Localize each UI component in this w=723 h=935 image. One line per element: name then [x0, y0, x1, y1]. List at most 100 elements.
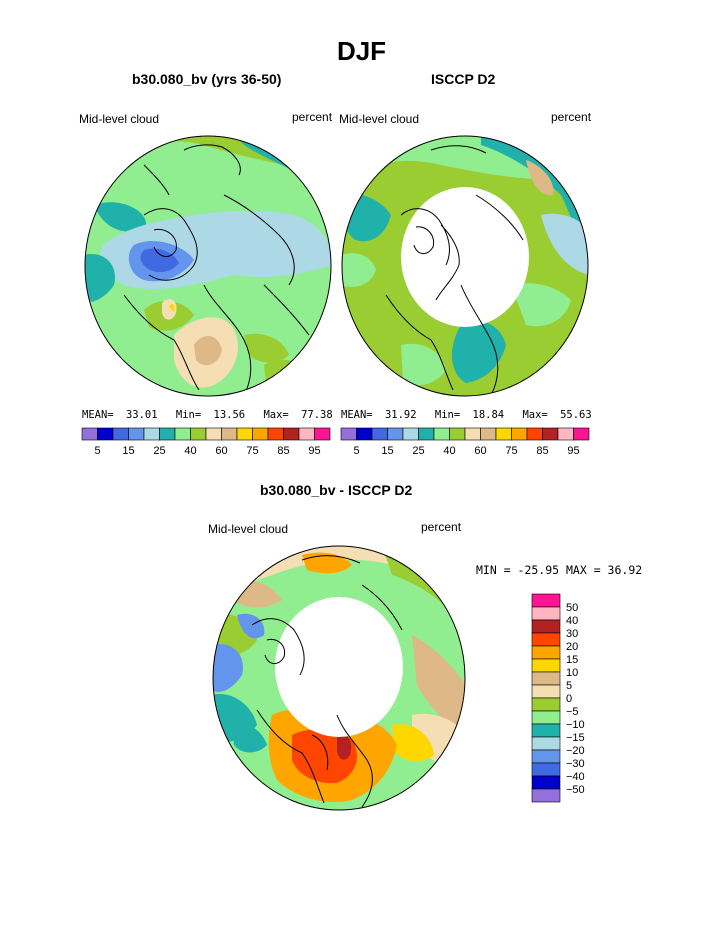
colorbar-isccp-swatch: [418, 427, 435, 441]
colorbar-isccp-tick-label: 25: [412, 445, 424, 457]
panel2-mean-value: 31.92: [384, 409, 417, 421]
colorbar-model-tick-label: 5: [94, 445, 100, 457]
colorbar-model-swatch: [236, 427, 253, 441]
colorbar-difference-swatch: [531, 762, 561, 777]
panel3-minmax: MIN = -25.95 MAX = 36.92: [476, 563, 643, 577]
figure-title: DJF: [336, 36, 387, 66]
colorbar-isccp-swatch: [402, 427, 419, 441]
colorbar-difference-swatch: [531, 632, 561, 647]
colorbar-model-tick-label: 75: [246, 445, 258, 457]
colorbar-model-swatch: [143, 427, 160, 441]
colorbar-model-swatch: [283, 427, 300, 441]
colorbar-isccp-swatch: [526, 427, 543, 441]
colorbar-difference-swatch: [531, 671, 561, 686]
colorbar-model-swatch: [221, 427, 238, 441]
panel1-max-value: 77.38: [301, 409, 333, 421]
colorbar-model-tick-label: 15: [122, 445, 134, 457]
colorbar-isccp-swatch: [356, 427, 373, 441]
colorbar-model-swatch: [159, 427, 176, 441]
colorbar-difference-tick-label: 0: [566, 693, 572, 705]
colorbar-model-swatch: [190, 427, 207, 441]
colorbar-difference-swatch: [531, 788, 561, 803]
colorbar-difference-tick-label: 20: [566, 641, 578, 653]
colorbar-isccp-tick-label: 95: [567, 445, 579, 457]
colorbar-difference-tick-label: −50: [566, 784, 585, 796]
colorbar-difference-swatch: [531, 684, 561, 699]
panel2-min-value: 18.84: [472, 409, 505, 421]
colorbar-difference-swatch: [531, 697, 561, 712]
colorbar-isccp-tick-label: 40: [443, 445, 455, 457]
panel2-title: ISCCP D2: [431, 71, 496, 87]
panel3-field-label: Mid-level cloud: [208, 522, 289, 536]
colorbar-difference-tick-label: −20: [566, 745, 585, 757]
colorbar-difference-swatch: [531, 723, 561, 738]
colorbar-model-tick-label: 95: [308, 445, 320, 457]
colorbar-isccp-swatch: [449, 427, 466, 441]
colorbar-difference-tick-label: −5: [566, 706, 579, 718]
colorbar-isccp-swatch: [573, 427, 590, 441]
colorbar-difference-tick-label: 30: [566, 628, 578, 640]
colorbar-difference-tick-label: 10: [566, 667, 578, 679]
panel1-mean-value: 33.01: [125, 409, 158, 421]
colorbar-difference-swatch: [531, 606, 561, 621]
colorbar-difference-tick-label: −40: [566, 771, 585, 783]
colorbar-model-swatch: [314, 427, 331, 441]
colorbar-difference-swatch: [531, 775, 561, 790]
colorbar-model-swatch: [267, 427, 284, 441]
panel2-field-label: Mid-level cloud: [339, 112, 420, 126]
colorbar-model-swatch: [97, 427, 114, 441]
panel2-min-label: Min=: [434, 409, 461, 421]
colorbar-model-swatch: [298, 427, 315, 441]
colorbar-difference-tick-label: −15: [566, 732, 585, 744]
panel3-title: b30.080_bv - ISCCP D2: [260, 482, 413, 498]
colorbar-isccp-swatch: [542, 427, 559, 441]
colorbar-model-swatch: [174, 427, 191, 441]
colorbar-model-swatch: [252, 427, 269, 441]
colorbar-isccp-tick-label: 85: [536, 445, 548, 457]
colorbar-difference-tick-label: −10: [566, 719, 585, 731]
panel1-min-label: Min=: [175, 409, 202, 421]
panel2-stats: MEAN= 31.92 Min= 18.84 Max= 55.63: [341, 409, 592, 421]
colorbar-difference-swatch: [531, 593, 561, 608]
map-isccp: [341, 135, 589, 397]
colorbar-model-tick-label: 40: [184, 445, 196, 457]
colorbar-isccp-tick-label: 60: [474, 445, 486, 457]
map-model: [84, 135, 332, 397]
colorbar-difference-swatch: [531, 749, 561, 764]
panel2-max-label: Max=: [522, 409, 548, 421]
colorbar-difference-swatch: [531, 736, 561, 751]
panel1-stats: MEAN= 33.01 Min= 13.56 Max= 77.38: [82, 409, 333, 421]
panel1-max-label: Max=: [263, 409, 289, 421]
colorbar-isccp-tick-label: 15: [381, 445, 393, 457]
colorbar-isccp-swatch: [495, 427, 512, 441]
map-difference: [212, 545, 466, 811]
colorbar-isccp-tick-label: 5: [353, 445, 359, 457]
colorbar-isccp: 5 15 25 40 60 75 85 95: [340, 427, 590, 457]
panel1-field-label: Mid-level cloud: [79, 112, 160, 126]
colorbar-difference-tick-label: 15: [566, 654, 578, 666]
colorbar-isccp-swatch: [480, 427, 497, 441]
colorbar-difference-tick-label: 50: [566, 602, 578, 614]
panel3-units-label: percent: [421, 520, 462, 534]
colorbar-isccp-swatch: [340, 427, 357, 441]
colorbar-difference-tick-label: 40: [566, 615, 578, 627]
colorbar-model-tick-label: 85: [277, 445, 289, 457]
colorbar-isccp-swatch: [433, 427, 450, 441]
panel2-mean-label: MEAN=: [341, 409, 373, 421]
colorbar-isccp-swatch: [371, 427, 388, 441]
panel2-units-label: percent: [551, 110, 592, 124]
colorbar-isccp-swatch: [387, 427, 404, 441]
colorbar-isccp-swatch: [511, 427, 528, 441]
panel1-min-value: 13.56: [213, 409, 246, 421]
panel1-title: b30.080_bv (yrs 36-50): [132, 71, 282, 87]
panel2-max-value: 55.63: [560, 409, 592, 421]
colorbar-model-swatch: [112, 427, 129, 441]
colorbar-model-swatch: [205, 427, 222, 441]
colorbar-model: 5 15 25 40 60 75 85 95: [81, 427, 331, 457]
colorbar-difference-swatch: [531, 645, 561, 660]
colorbar-difference-swatch: [531, 619, 561, 634]
panel1-units-label: percent: [292, 110, 333, 124]
colorbar-model-swatch: [128, 427, 145, 441]
colorbar-difference-tick-label: 5: [566, 680, 572, 692]
